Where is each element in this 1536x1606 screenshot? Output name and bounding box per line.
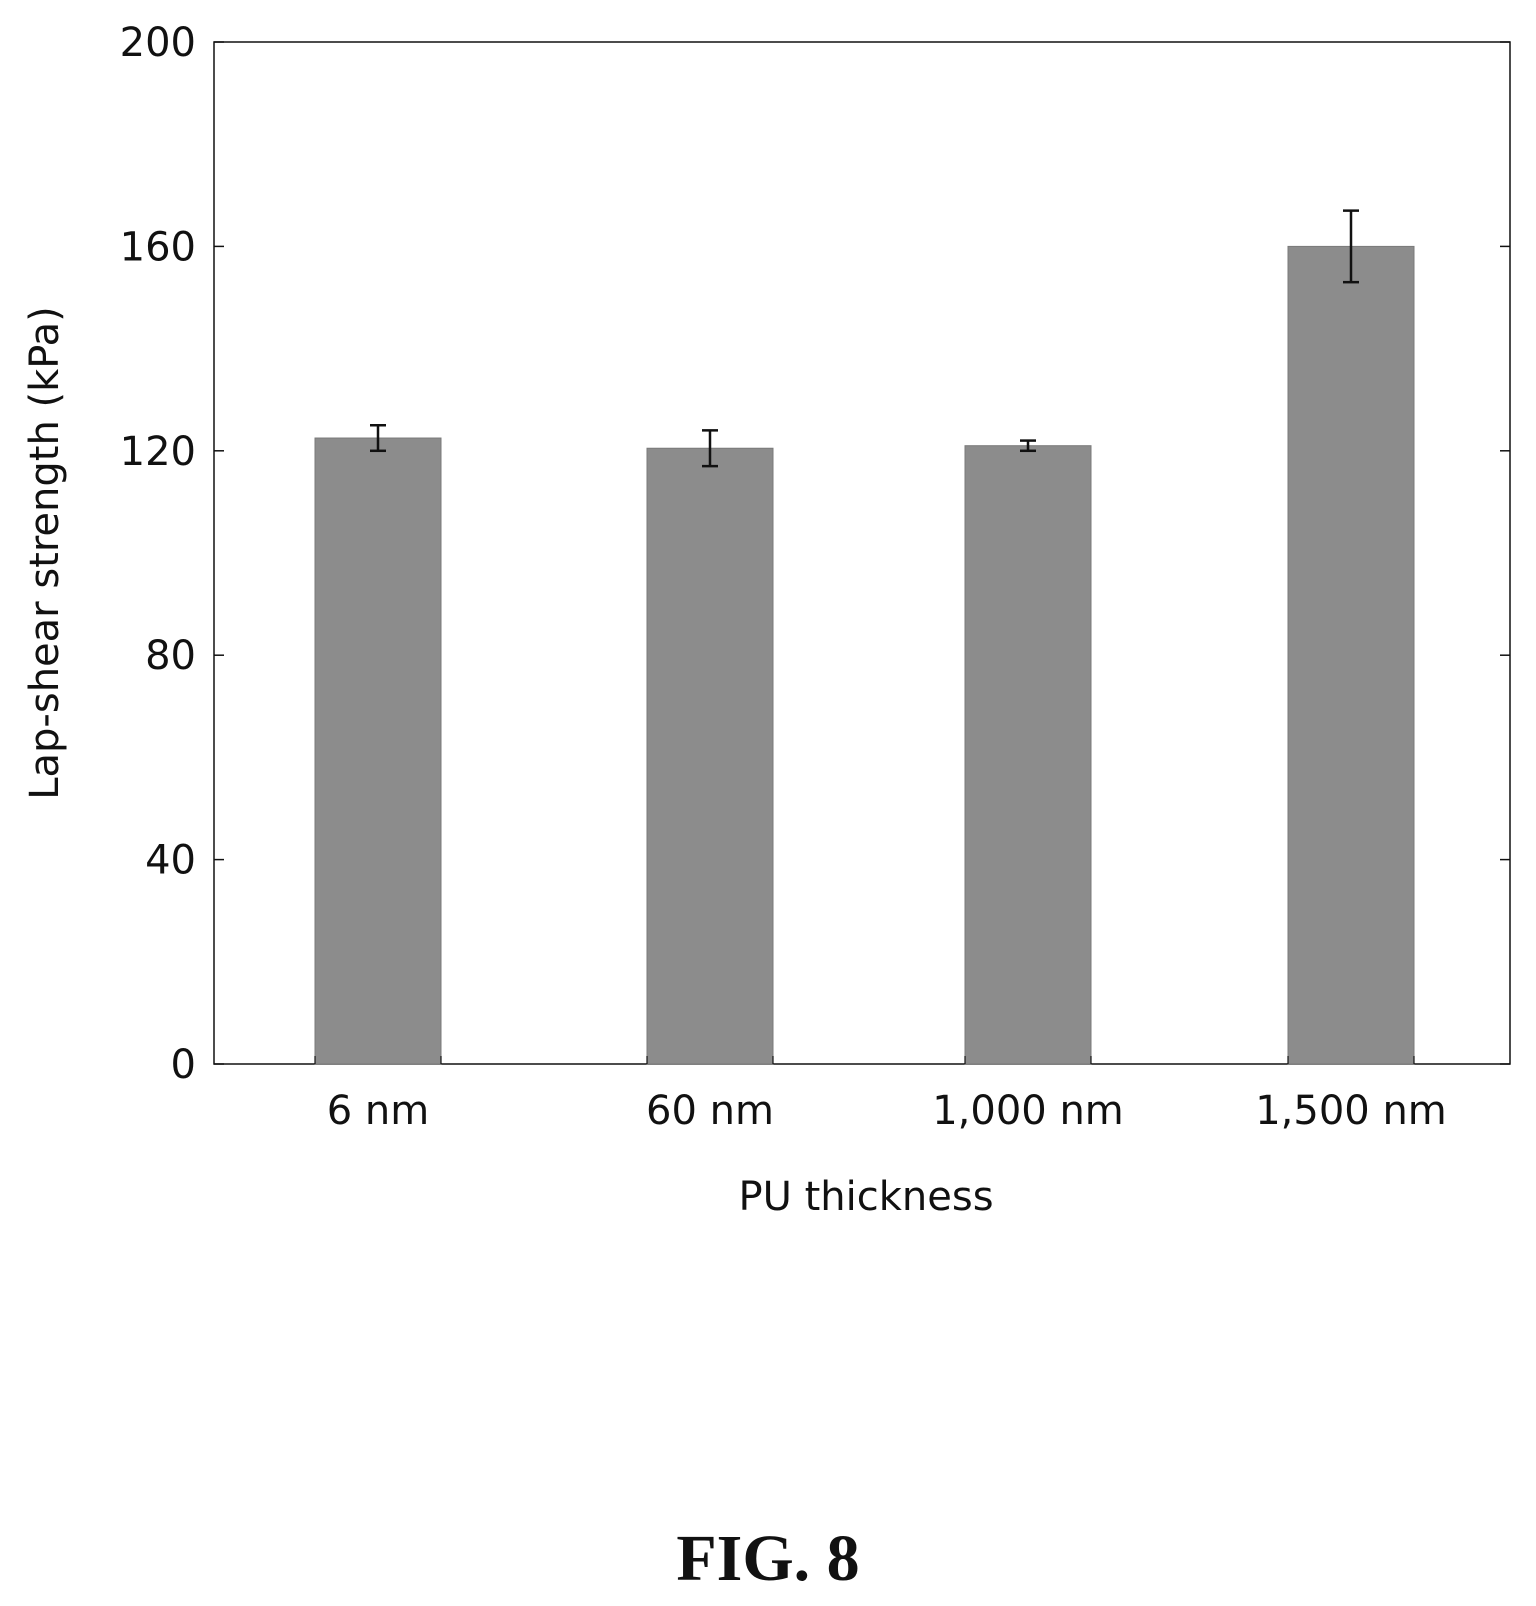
y-tick-label-3: 120: [120, 429, 196, 475]
y-tick-label-4: 160: [120, 224, 196, 270]
error-bars: [370, 209, 1359, 468]
y-tick-label-0: 0: [171, 1042, 196, 1088]
x-tick-label-1: 60 nm: [646, 1088, 774, 1134]
y-tick-label-2: 80: [145, 633, 196, 679]
figure-caption: FIG. 8: [676, 1522, 859, 1595]
bar-0: [314, 437, 442, 1065]
x-tick-label-3: 1,500 nm: [1255, 1088, 1447, 1134]
x-axis-tick-labels: 6 nm 60 nm 1,000 nm 1,500 nm: [327, 1088, 1447, 1134]
y-tick-label-1: 40: [145, 838, 196, 884]
x-tick-label-2: 1,000 nm: [932, 1088, 1124, 1134]
bars: [314, 245, 1415, 1065]
plot-frame: [213, 41, 1511, 1065]
bar-3: [1287, 245, 1415, 1065]
bar-2: [964, 445, 1092, 1065]
x-tick-label-0: 6 nm: [327, 1088, 429, 1134]
y-axis-ticks: 0 40 80 120 160 200: [120, 20, 1510, 1088]
y-tick-label-5: 200: [120, 20, 196, 66]
x-axis-title: PU thickness: [738, 1174, 993, 1220]
y-axis-title: Lap-shear strength (kPa): [22, 306, 68, 800]
bar-1: [646, 447, 774, 1065]
